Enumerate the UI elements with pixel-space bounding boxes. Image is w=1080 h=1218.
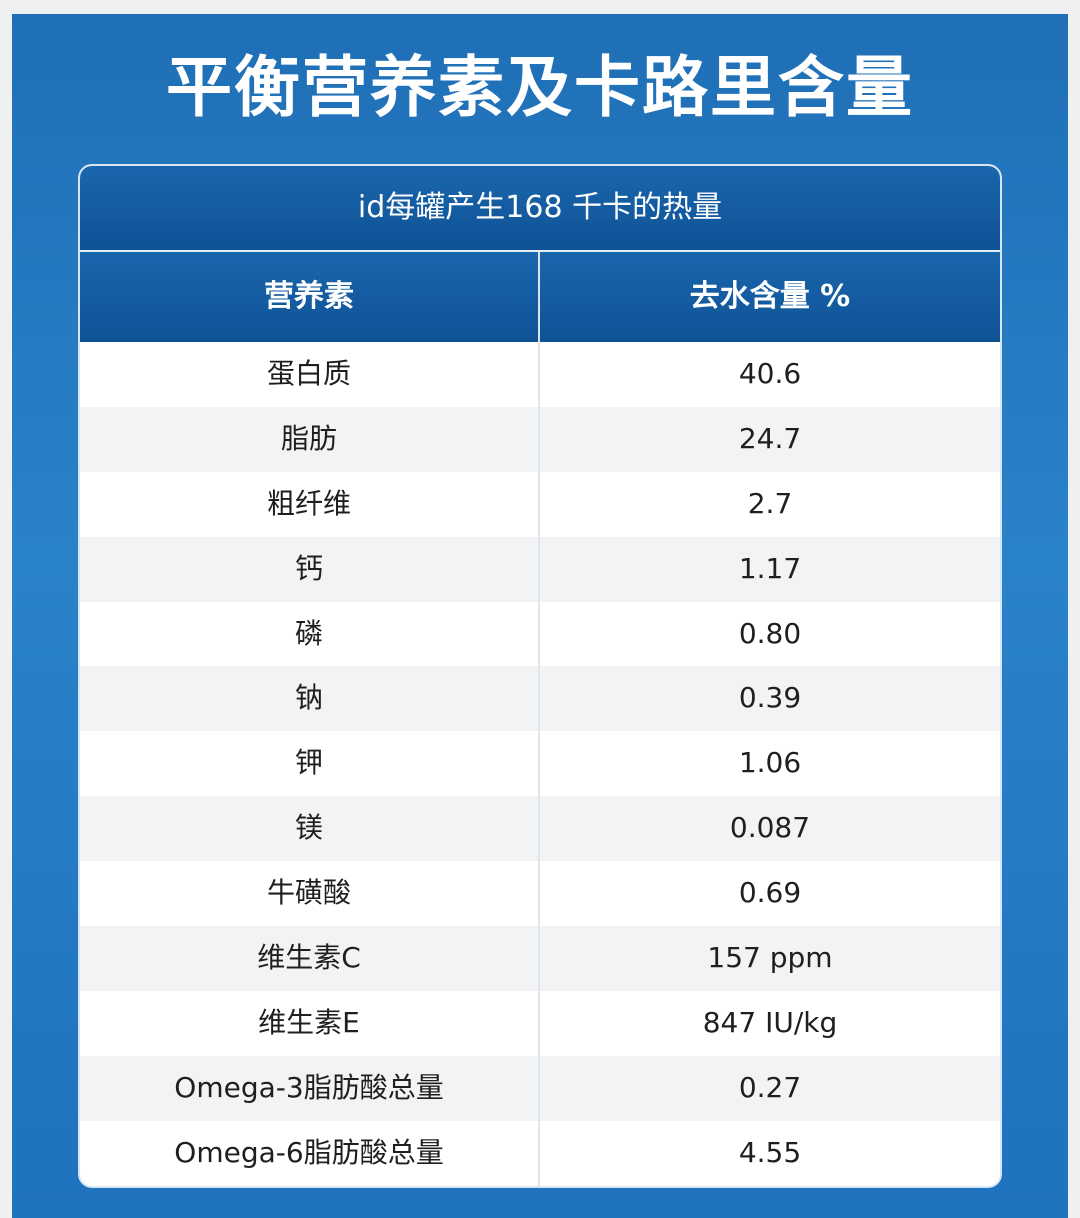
nutrient-value: 40.6 bbox=[738, 357, 802, 390]
table-row: 维生素E 847 IU/kg bbox=[80, 990, 1000, 1056]
column-header-content: 去水含量 % bbox=[689, 279, 851, 314]
nutrient-name: 磷 bbox=[80, 601, 540, 667]
column-header-nutrient: 营养素 bbox=[80, 252, 540, 342]
nutrient-value: 0.39 bbox=[738, 681, 802, 715]
table-row: 钙 1.17 bbox=[80, 536, 1000, 602]
nutrient-name: 牛磺酸 bbox=[80, 861, 540, 927]
nutrient-name: 维生素E bbox=[80, 990, 540, 1056]
nutrition-table: id每罐产生168 千卡的热量 营养素 去水含量 % 蛋白质 40.6 脂肪 2… bbox=[78, 164, 1002, 1188]
table-row: 钾 1.06 bbox=[80, 731, 1000, 797]
nutrient-value: 847 IU/kg bbox=[702, 1005, 838, 1039]
nutrient-value: 4.55 bbox=[738, 1135, 802, 1169]
table-row: 脂肪 24.7 bbox=[80, 406, 1000, 472]
nutrient-value: 0.69 bbox=[738, 876, 802, 910]
table-row: 维生素C 157 ppm bbox=[80, 926, 1000, 991]
nutrient-value: 1.06 bbox=[738, 746, 802, 780]
table-row: 粗纤维 2.7 bbox=[80, 471, 1000, 537]
nutrient-name: 脂肪 bbox=[80, 406, 540, 472]
table-row: 蛋白质 40.6 bbox=[80, 342, 1000, 407]
nutrient-value: 0.087 bbox=[729, 811, 811, 845]
nutrient-value: 0.80 bbox=[738, 616, 802, 650]
nutrient-value: 157 ppm bbox=[707, 941, 833, 975]
nutrient-name: 钙 bbox=[80, 536, 540, 602]
table-row: 镁 0.087 bbox=[80, 796, 1000, 862]
page-title: 平衡营养素及卡路里含量 bbox=[166, 49, 914, 126]
table-row: Omega-3脂肪酸总量 0.27 bbox=[80, 1055, 1000, 1121]
table-caption: id每罐产生168 千卡的热量 bbox=[80, 166, 1000, 252]
nutrient-name: 钠 bbox=[80, 666, 540, 732]
nutrient-name: 蛋白质 bbox=[80, 342, 540, 407]
table-row: 牛磺酸 0.69 bbox=[80, 861, 1000, 927]
nutrient-name: Omega-3脂肪酸总量 bbox=[80, 1055, 540, 1121]
nutrient-value: 2.7 bbox=[747, 486, 793, 520]
nutrient-name: 粗纤维 bbox=[80, 471, 540, 537]
nutrient-value: 24.7 bbox=[738, 421, 802, 455]
nutrient-name: 维生素C bbox=[80, 926, 540, 991]
nutrient-value: 1.17 bbox=[738, 551, 802, 585]
nutrient-name: 钾 bbox=[80, 731, 540, 797]
nutrient-name: 镁 bbox=[80, 796, 540, 862]
table-body: 蛋白质 40.6 脂肪 24.7 粗纤维 2.7 钙 1.17 磷 0.80 钠… bbox=[80, 342, 1000, 1186]
table-row: Omega-6脂肪酸总量 4.55 bbox=[80, 1120, 1000, 1186]
table-row: 磷 0.80 bbox=[80, 601, 1000, 667]
table-row: 钠 0.39 bbox=[80, 666, 1000, 732]
table-header-row: 营养素 去水含量 % bbox=[80, 252, 1000, 342]
nutrient-value: 0.27 bbox=[738, 1070, 802, 1104]
background-panel: 平衡营养素及卡路里含量 id每罐产生168 千卡的热量 营养素 去水含量 % 蛋… bbox=[12, 14, 1068, 1218]
nutrient-name: Omega-6脂肪酸总量 bbox=[80, 1120, 540, 1186]
